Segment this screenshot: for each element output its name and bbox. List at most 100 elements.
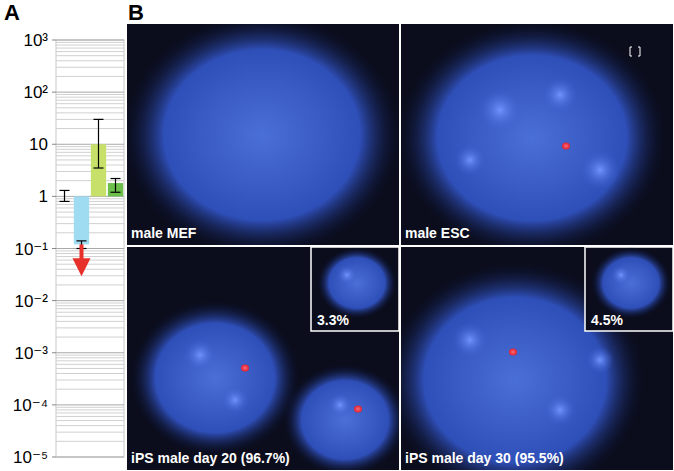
minor-grid-line (56, 212, 124, 213)
error-line (64, 190, 65, 201)
nucleus (283, 364, 399, 470)
error-cap (60, 190, 70, 191)
tick-label: 10⁻³ (14, 344, 48, 363)
inset-frame (311, 247, 399, 331)
minor-grid-line (56, 284, 124, 285)
error-cap (94, 167, 104, 168)
minor-grid-line (56, 180, 124, 181)
nucleus (127, 24, 399, 245)
inset-frame (585, 247, 673, 331)
error-bar (111, 179, 121, 193)
minor-grid-line (56, 48, 124, 49)
below-limit-arrow (73, 244, 91, 276)
minor-grid-line (56, 146, 124, 147)
grid-line (56, 248, 124, 249)
minor-grid-line (56, 364, 124, 365)
tick (52, 404, 56, 405)
tick (52, 248, 56, 249)
minor-grid-line (56, 103, 124, 104)
arrow-head (73, 258, 91, 276)
chromatin-spot (452, 322, 488, 358)
error-cap (111, 192, 121, 193)
chromatin-spot (580, 150, 620, 190)
minor-grid-line (56, 260, 124, 261)
minor-grid-line (56, 159, 124, 160)
fish-signal (509, 349, 517, 356)
minor-grid-line (56, 360, 124, 361)
minor-grid-line (56, 223, 124, 224)
grid-line (56, 92, 124, 93)
inset-nucleus (591, 247, 671, 319)
grid-line (56, 352, 124, 353)
minor-grid-line (56, 312, 124, 313)
plot-area (56, 40, 124, 457)
inset-label: 4.5% (591, 312, 623, 328)
minor-grid-line (56, 425, 124, 426)
tick (52, 196, 56, 197)
minor-grid-line (56, 100, 124, 101)
image-content (127, 24, 399, 245)
chromatin-spot (542, 77, 578, 113)
inset-nucleus (317, 247, 397, 319)
micrograph: 3.3%iPS male day 20 (96.7%) (127, 247, 407, 471)
nucleus (401, 24, 667, 245)
axis: 10³10²10110⁻¹10⁻²10⁻³10⁻⁴10⁻⁵ (13, 31, 124, 467)
minor-grid-line (56, 337, 124, 338)
minor-grid-line (56, 250, 124, 251)
minor-grid-line (56, 112, 124, 113)
chromatin-spot (221, 386, 249, 414)
minor-grid-line (56, 269, 124, 270)
minor-grid-line (56, 316, 124, 317)
minor-grid-line (56, 164, 124, 165)
minor-grid-line (56, 264, 124, 265)
minor-grid-line (56, 409, 124, 410)
minor-grid-line (56, 67, 124, 68)
grid-line (56, 404, 124, 405)
tick (52, 40, 56, 41)
minor-grid-line (56, 60, 124, 61)
chromatin-spot (328, 393, 352, 417)
chromatin-spot (478, 88, 522, 132)
minor-grid-line (56, 171, 124, 172)
minor-grid-line (56, 357, 124, 358)
tick-label: 10² (23, 83, 48, 102)
minor-grid-line (56, 321, 124, 322)
tick-label: 10 (29, 135, 48, 154)
tick (52, 300, 56, 301)
minor-grid-line (56, 412, 124, 413)
minor-grid-line (56, 94, 124, 95)
grid-line (56, 40, 124, 41)
inset-label: 3.3% (317, 312, 349, 328)
chromatin-spot (586, 346, 614, 374)
chromatin-spot (184, 339, 216, 371)
minor-grid-line (56, 305, 124, 306)
minor-grid-line (56, 217, 124, 218)
image-label: male MEF (131, 225, 197, 241)
minor-grid-line (56, 373, 124, 374)
image-label: male ESC (405, 225, 470, 241)
tick-label: 10³ (23, 31, 48, 50)
error-line (98, 119, 99, 168)
minor-grid-line (56, 119, 124, 120)
panel-label: B (128, 0, 144, 25)
error-cap (60, 201, 70, 202)
error-bar (94, 119, 104, 168)
minor-grid-line (56, 432, 124, 433)
minor-grid-line (56, 204, 124, 205)
grid-line (56, 300, 124, 301)
minor-grid-line (56, 42, 124, 43)
minor-grid-line (56, 155, 124, 156)
image-label: iPS male day 30 (95.5%) (405, 450, 564, 466)
fish-signal (354, 406, 362, 413)
error-line (115, 179, 116, 193)
minor-grid-line (56, 407, 124, 408)
nucleus (130, 300, 300, 456)
minor-grid-line (56, 256, 124, 257)
grid-line (56, 144, 124, 145)
chromatin-spot (611, 265, 631, 285)
micrograph: 4.5% iPS male day 30 (95.5%) (385, 247, 673, 471)
minor-grid-line (56, 51, 124, 52)
minor-grid-line (56, 441, 124, 442)
minor-grid-line (56, 152, 124, 153)
minor-grid-line (56, 198, 124, 199)
